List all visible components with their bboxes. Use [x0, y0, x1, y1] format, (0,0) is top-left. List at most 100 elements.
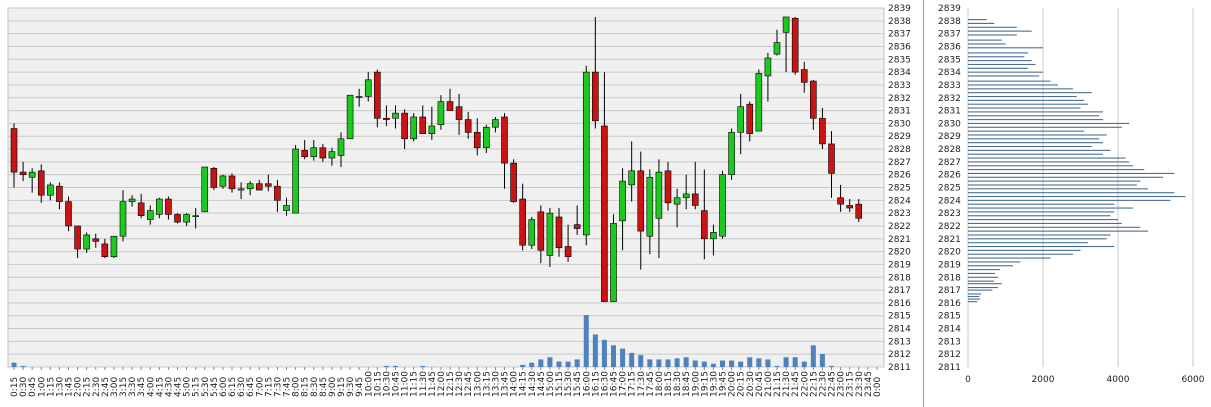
bearish-candle: [165, 196, 172, 220]
bullish-candle: [773, 29, 781, 56]
time-tick-label: 20:45: [755, 371, 765, 397]
profile-bar: [968, 265, 1013, 267]
time-tick-label: 13:00: [473, 371, 483, 397]
profile-bar: [968, 298, 980, 300]
volume-bar: [801, 361, 807, 367]
profile-bar: [968, 234, 1111, 236]
bearish-candle: [37, 164, 45, 203]
bullish-candle: [346, 94, 354, 140]
time-tick-label: 5:45: [210, 377, 220, 397]
bearish-candle: [828, 131, 835, 198]
bearish-candle: [228, 173, 236, 193]
profile-bar: [968, 188, 1148, 190]
profile-price-label: 2836: [938, 42, 961, 52]
candle-body: [237, 188, 245, 191]
volume-bar: [538, 359, 544, 367]
candle-body: [828, 143, 835, 174]
candle-body: [646, 176, 654, 237]
time-tick-label: 20:00: [728, 371, 738, 397]
time-tick-label: 5:30: [201, 377, 211, 397]
candle-body: [800, 69, 808, 83]
profile-bar: [968, 230, 1148, 232]
candle-body: [437, 101, 445, 125]
time-tick-label: 18:30: [673, 371, 683, 397]
bullish-candle: [246, 181, 254, 196]
time-tick-label: 21:15: [773, 371, 783, 397]
time-tick-label: 2:30: [92, 377, 102, 397]
price-tick-label: 2838: [888, 17, 911, 27]
bullish-candle: [146, 205, 154, 225]
profile-bar: [968, 238, 1107, 240]
profile-bar: [968, 115, 1100, 117]
bullish-candle: [755, 69, 763, 132]
bearish-candle: [383, 105, 390, 126]
profile-bar: [968, 95, 1077, 98]
bullish-candle: [437, 95, 445, 130]
profile-price-axis: 2811 2812 2813 2814 2815 2816 2817 2818 2819 2820…: [938, 4, 961, 373]
time-tick-label: 13:15: [482, 371, 492, 397]
price-tick-label: 2823: [888, 209, 911, 219]
bullish-candle: [156, 197, 163, 219]
candle-body: [528, 219, 536, 246]
volume-profile-chart: 2811 2812 2813 2814 2815 2816 2817 2818 2819 2820…: [938, 4, 1205, 385]
candle-body: [664, 170, 672, 204]
profile-price-label: 2823: [938, 209, 961, 219]
time-tick-label: 7:00: [255, 377, 265, 397]
profile-bar: [968, 107, 1081, 109]
price-tick-label: 2815: [888, 312, 911, 322]
bullish-candle: [219, 174, 227, 189]
candle-body: [219, 175, 227, 187]
bullish-candle: [201, 166, 209, 213]
candle-body: [346, 94, 354, 140]
bullish-candle: [283, 197, 290, 216]
profile-price-label: 2825: [938, 184, 961, 194]
volume-bar: [547, 357, 553, 367]
profile-bar: [968, 222, 1122, 224]
bearish-candle: [837, 184, 844, 212]
time-tick-label: 23:00: [837, 371, 847, 397]
profile-bar: [968, 126, 1122, 128]
price-tick-label: 2824: [888, 196, 911, 206]
candle-body: [655, 171, 663, 219]
volume-bar: [620, 348, 626, 367]
time-tick-label: 23:45: [864, 371, 874, 397]
bullish-candle: [110, 235, 118, 259]
bearish-candle: [573, 205, 581, 235]
profile-bar: [968, 242, 1088, 244]
candle-body: [274, 185, 281, 201]
time-tick-label: 10:15: [373, 371, 383, 397]
profile-bar: [968, 157, 1126, 159]
candle-body: [555, 216, 563, 249]
bearish-candle: [519, 183, 526, 251]
volume-bar: [756, 358, 762, 367]
profile-price-label: 2816: [938, 299, 961, 309]
time-tick-label: 7:15: [264, 377, 274, 397]
candle-body: [265, 183, 272, 187]
price-tick-label: 2814: [888, 325, 911, 335]
candle-body: [601, 125, 608, 302]
time-tick-label: 22:15: [809, 371, 819, 397]
candle-body: [128, 198, 136, 202]
candle-body: [19, 171, 27, 175]
volume-bar: [819, 354, 825, 367]
candle-body: [619, 180, 626, 222]
bearish-candle: [637, 151, 645, 270]
profile-bar: [968, 67, 1028, 69]
profile-price-label: 2838: [938, 17, 961, 27]
profile-bar: [968, 245, 1115, 248]
time-tick-label: 6:45: [246, 377, 256, 397]
price-tick-label: 2826: [888, 171, 911, 181]
bullish-candle: [492, 116, 499, 133]
time-tick-label: 10:30: [382, 371, 392, 397]
candle-body: [328, 151, 336, 159]
bullish-candle: [128, 195, 136, 207]
bullish-candle: [546, 208, 554, 267]
profile-bar: [968, 165, 1133, 167]
volume-bar: [792, 357, 798, 367]
candle-body: [401, 112, 408, 140]
time-tick-label: 12:00: [437, 371, 447, 397]
volume-bar: [20, 365, 26, 367]
volume-bars: [11, 315, 834, 367]
profile-volume-label: 0: [965, 375, 971, 385]
bullish-candle: [310, 140, 318, 161]
